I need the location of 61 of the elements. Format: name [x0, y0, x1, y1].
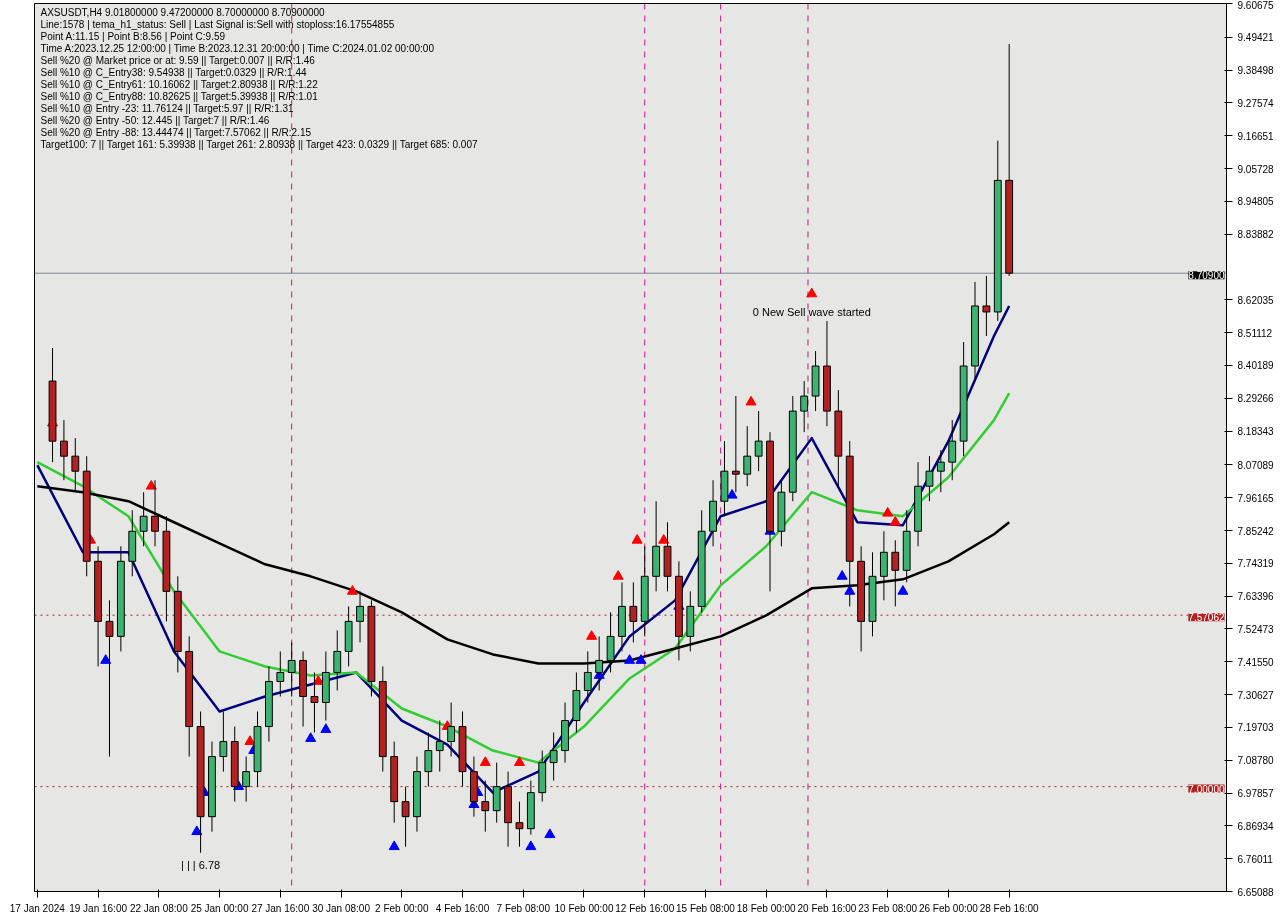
y-tick-label: 7.19703 [1237, 722, 1275, 734]
annotation: Sell %20 @ Market price or at: 9.59 || Target:0.007 || R/R:1.46 [40, 54, 316, 66]
x-tick-label: 22 Jan 08:00 [129, 902, 189, 914]
ref-line-label: 7.57062 [1188, 612, 1225, 624]
y-tick-label: 8.40189 [1237, 360, 1275, 372]
annotation: Time A:2023.12.25 12:00:00 | Time B:2023.12.31 20:00:00 | Time C:2024.01.02 00:00:00 [40, 42, 435, 54]
x-tick-label: 10 Feb 00:00 [554, 902, 614, 914]
annotation: Target100: 7 || Target 161: 5.39938 || Target 261: 2.80938 || Target 423: 0.0329 || Target 685: 0.007 [40, 138, 478, 150]
x-tick-label: 17 Jan 2024 [9, 902, 66, 914]
y-tick-label: 6.76011 [1237, 853, 1274, 865]
y-tick-label: 6.97857 [1237, 788, 1275, 800]
y-tick-label: 8.18343 [1237, 426, 1275, 438]
x-tick-label: 7 Feb 08:00 [496, 902, 551, 914]
annotation: Sell %20 @ Entry -50: 12.445 || Target:7 || R/R:1.46 [40, 114, 270, 126]
x-tick-label: 4 Feb 16:00 [435, 902, 490, 914]
annotation: Line:1578 | tema_h1_status: Sell | Last Signal is:Sell with stoploss:16.17554855 [40, 18, 395, 30]
annotation: Sell %10 @ Entry -23: 11.76124 || Target:5.97 || R/R:1.31 [40, 102, 295, 114]
x-tick-label: 2 Feb 00:00 [375, 902, 429, 914]
y-tick-label: 7.30627 [1237, 689, 1275, 701]
y-tick-label: 9.38498 [1237, 65, 1275, 77]
x-tick-label: 28 Feb 16:00 [979, 902, 1040, 914]
chart-title: AXSUSDT,H4 9.01800000 9.47200000 8.70000000 8.70900000 [40, 6, 326, 18]
annotation: Sell %20 @ Entry -88: 13.44474 || Target:7.57062 || R/R:2.15 [40, 126, 312, 138]
y-tick-label: 7.63396 [1237, 591, 1275, 603]
x-tick-label: 12 Feb 16:00 [615, 902, 675, 914]
y-tick-label: 8.62035 [1237, 294, 1275, 306]
x-tick-label: 30 Jan 08:00 [312, 902, 371, 914]
y-tick-label: 7.41550 [1237, 656, 1275, 668]
x-tick-label: 18 Feb 00:00 [736, 902, 797, 914]
y-tick-label: 7.08780 [1237, 755, 1275, 767]
y-tick-label: 7.52473 [1237, 623, 1275, 635]
y-tick-label: 8.94805 [1237, 196, 1275, 208]
y-tick-label: 9.27574 [1237, 97, 1275, 109]
annotation: 0 New Sell wave started [752, 305, 871, 318]
y-tick-label: 9.16651 [1237, 130, 1275, 142]
y-tick-label: 6.65088 [1237, 886, 1275, 898]
annotation: Sell %10 @ C_Entry88: 10.82625 || Target:5.39938 || R/R:1.01 [40, 90, 319, 102]
ref-line-label: 8.70900 [1188, 270, 1225, 282]
y-tick-label: 8.29266 [1237, 393, 1275, 405]
y-tick-label: 7.74319 [1237, 558, 1275, 570]
y-tick-label: 9.49421 [1237, 32, 1275, 44]
y-tick-label: 8.51112 [1237, 327, 1273, 339]
y-tick-label: 7.96165 [1237, 492, 1275, 504]
annotation: Sell %10 @ C_Entry61: 10.16062 || Target:2.80938 || R/R:1.22 [40, 78, 319, 90]
annotation: Sell %10 @ C_Entry38: 9.54938 || Target:0.0329 || R/R:1.44 [40, 66, 308, 78]
y-tick-label: 9.60675 [1237, 0, 1275, 11]
y-tick-label: 7.85242 [1237, 525, 1275, 537]
y-tick-label: 9.05728 [1237, 163, 1275, 175]
y-tick-label: 8.83882 [1237, 229, 1275, 241]
x-tick-label: 23 Feb 08:00 [858, 902, 918, 914]
x-tick-label: 26 Feb 00:00 [918, 902, 979, 914]
annotation: | | | 6.78 [181, 858, 221, 871]
y-tick-label: 6.86934 [1237, 820, 1275, 832]
x-tick-label: 15 Feb 08:00 [676, 902, 736, 914]
ref-line-label: 7.00000 [1188, 783, 1225, 795]
x-tick-label: 19 Jan 16:00 [69, 902, 128, 914]
x-tick-label: 25 Jan 00:00 [190, 902, 249, 914]
x-tick-label: 27 Jan 16:00 [251, 902, 310, 914]
y-tick-label: 8.07089 [1237, 459, 1275, 471]
x-tick-label: 20 Feb 16:00 [797, 902, 857, 914]
annotation: Point A:11.15 | Point B:8.56 | Point C:9.59 [40, 30, 226, 42]
